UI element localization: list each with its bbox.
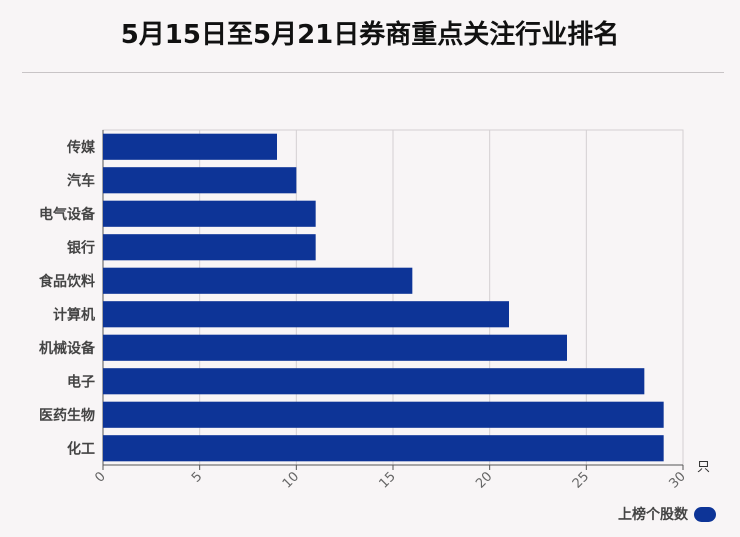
legend-swatch bbox=[694, 506, 716, 522]
x-tick-label: 10 bbox=[280, 469, 302, 491]
x-tick-label: 25 bbox=[570, 469, 592, 491]
bar bbox=[103, 267, 413, 294]
x-tick-label: 30 bbox=[667, 469, 689, 491]
bar bbox=[103, 368, 645, 395]
y-category-label: 传媒 bbox=[66, 139, 96, 156]
legend-label: 上榜个股数 bbox=[618, 507, 688, 523]
bar bbox=[103, 200, 316, 227]
bar bbox=[103, 334, 567, 361]
bar bbox=[103, 167, 297, 194]
bar bbox=[103, 401, 664, 428]
bar bbox=[103, 435, 664, 462]
x-tick-label: 5 bbox=[189, 469, 205, 485]
y-category-label: 电子 bbox=[67, 373, 95, 390]
legend: 上榜个股数 bbox=[618, 504, 716, 524]
bar bbox=[103, 234, 316, 261]
y-category-label: 化工 bbox=[67, 440, 95, 457]
title-divider bbox=[22, 72, 724, 73]
y-category-label: 汽车 bbox=[67, 172, 95, 189]
y-category-label: 医药生物 bbox=[39, 407, 95, 424]
chart-title: 5月15日至5月21日券商重点关注行业排名 bbox=[120, 20, 620, 50]
y-category-label: 机械设备 bbox=[39, 340, 96, 357]
y-category-label: 计算机 bbox=[53, 306, 95, 323]
bar bbox=[103, 133, 277, 160]
y-category-label: 银行 bbox=[67, 239, 95, 256]
x-tick-label: 0 bbox=[92, 469, 108, 485]
y-category-label: 电气设备 bbox=[39, 206, 96, 223]
bar bbox=[103, 301, 509, 328]
x-tick-label: 15 bbox=[377, 469, 399, 491]
y-category-label: 食品饮料 bbox=[39, 273, 95, 290]
x-tick-label: 20 bbox=[473, 469, 495, 491]
x-axis-unit: 只 bbox=[697, 460, 710, 475]
